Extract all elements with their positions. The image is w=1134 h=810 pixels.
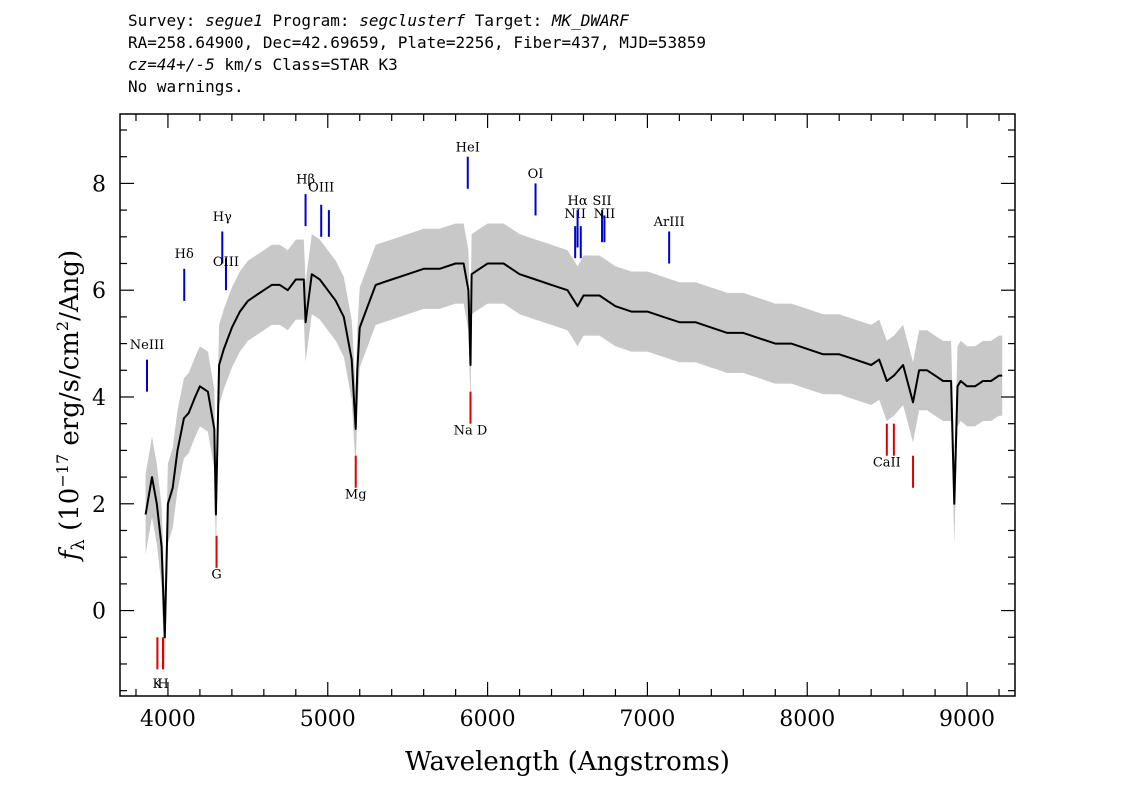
- header-line-1: Survey: segue1 Program: segclusterf Targ…: [128, 10, 1028, 32]
- spectrum-header: Survey: segue1 Program: segclusterf Targ…: [128, 10, 1028, 98]
- y-axis-title-part: erg/s/cm: [55, 331, 85, 454]
- absorption-line-label: Mg: [345, 487, 367, 502]
- y-tick-label: 2: [92, 493, 106, 518]
- emission-line-label: NII: [594, 207, 616, 222]
- x-axis-title: Wavelength (Angstroms): [405, 747, 730, 777]
- emission-line-label: NeIII: [130, 338, 164, 353]
- class-text: km/s Class=STAR K3: [214, 55, 398, 74]
- program-value: segclusterf: [359, 11, 466, 30]
- y-axis-title-part: −17: [53, 454, 72, 488]
- flux-line: [144, 262, 1003, 639]
- emission-line-label: Hβ: [296, 172, 315, 187]
- x-tick-label: 8000: [779, 707, 835, 732]
- emission-line-label: Hα: [568, 194, 588, 209]
- emission-line-label: Hγ: [213, 210, 232, 225]
- emission-line-label: OIII: [308, 180, 334, 195]
- header-line-2: RA=258.64900, Dec=42.69659, Plate=2256, …: [128, 33, 706, 52]
- emission-line-label: OIII: [213, 255, 239, 270]
- x-tick-label: 9000: [939, 707, 995, 732]
- absorption-line-label: CaII: [873, 455, 901, 470]
- plot-frame: [119, 113, 1016, 697]
- emission-line-label: ArIII: [653, 215, 685, 230]
- emission-line-label: NII: [564, 207, 586, 222]
- program-label: Program:: [262, 11, 360, 30]
- survey-value: segue1: [205, 11, 263, 30]
- absorption-line-label: K: [153, 677, 163, 692]
- emission-line-label: OI: [528, 167, 544, 182]
- y-tick-label: 8: [92, 172, 106, 197]
- x-tick-label: 6000: [460, 707, 516, 732]
- emission-line-label: Hδ: [175, 247, 194, 262]
- y-axis-title-part: (10: [55, 488, 85, 540]
- survey-label: Survey:: [128, 11, 206, 30]
- y-tick-label: 0: [92, 600, 106, 625]
- flux-line-group: [144, 262, 1003, 639]
- y-axis-title-part: /Ang): [55, 250, 85, 321]
- y-tick-label: 4: [92, 386, 106, 411]
- header-line-4: No warnings.: [128, 77, 244, 96]
- y-axis-title-part: λ: [68, 539, 89, 550]
- emission-line-label: SII: [592, 194, 611, 209]
- header-line-3: cz=44+/-5 km/s Class=STAR K3: [128, 54, 1028, 76]
- target-label: Target:: [465, 11, 552, 30]
- x-tick-label: 5000: [300, 707, 356, 732]
- x-tick-label: 4000: [140, 707, 196, 732]
- emission-line-label: HeI: [456, 140, 480, 155]
- x-tick-label: 7000: [619, 707, 675, 732]
- y-axis-title-part: 2: [53, 321, 72, 331]
- absorption-line-label: G: [211, 568, 221, 583]
- y-axis-title: fλ (10−17 erg/s/cm2/Ang): [53, 250, 89, 562]
- y-tick-label: 6: [92, 279, 106, 304]
- absorption-line-label: H: [157, 677, 168, 692]
- absorption-line-label: Na D: [454, 423, 488, 438]
- cz-value: cz=44+/-5: [128, 55, 215, 74]
- axes: 4000 5000 6000 7000 8000 9000 0 2 4 6 8: [92, 113, 1016, 732]
- noise-envelope: [145, 223, 1003, 678]
- target-value: MK_DWARF: [551, 11, 629, 30]
- noise-band: [145, 223, 1003, 678]
